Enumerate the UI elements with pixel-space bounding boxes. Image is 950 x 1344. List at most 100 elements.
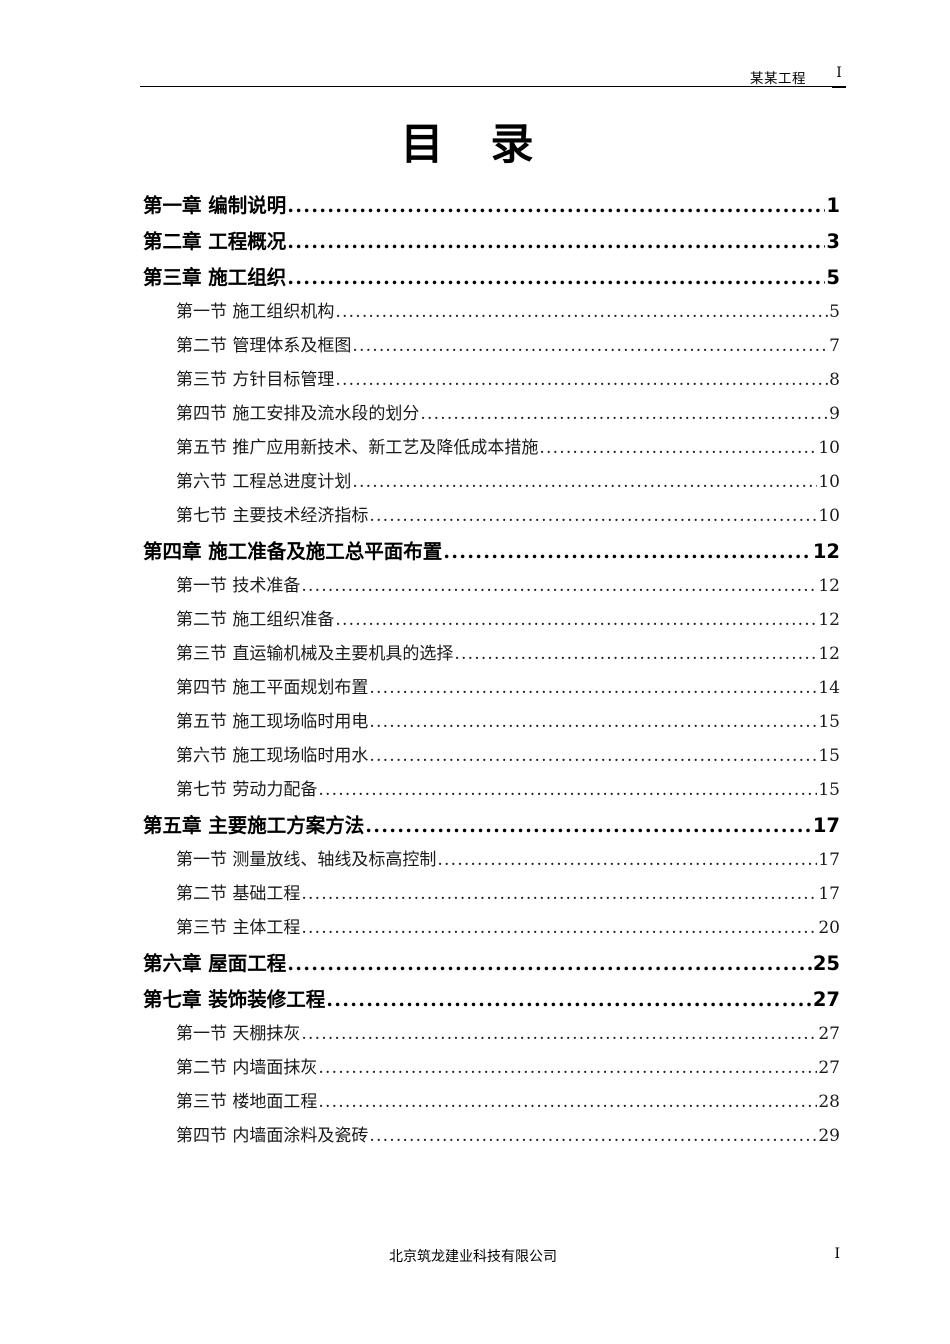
toc-dot-leader xyxy=(301,578,817,595)
toc-entry-page-number: 12 xyxy=(818,644,840,664)
toc-section-entry[interactable]: 第三节 方针目标管理 8 xyxy=(176,365,840,399)
toc-section-entry[interactable]: 第六节 工程总进度计划 10 xyxy=(176,467,840,501)
toc-chapter-entry[interactable]: 第七章 装饰装修工程 27 xyxy=(143,983,840,1019)
toc-section-entry[interactable]: 第一节 技术准备 12 xyxy=(176,571,840,605)
toc-dot-leader xyxy=(369,714,817,731)
toc-dot-leader xyxy=(352,338,828,355)
toc-entry-label: 第三节 直运输机械及主要机具的选择 xyxy=(176,644,454,664)
toc-dot-leader xyxy=(287,268,825,288)
toc-chapter-entry[interactable]: 第三章 施工组织 5 xyxy=(143,261,840,297)
header-rule xyxy=(140,86,846,87)
toc-entry-label: 第二节 管理体系及框图 xyxy=(176,336,352,356)
toc-entry-page-number: 10 xyxy=(818,472,840,492)
toc-section-entry[interactable]: 第三节 楼地面工程 28 xyxy=(176,1087,840,1121)
toc-section-entry[interactable]: 第七节 劳动力配备 15 xyxy=(176,775,840,809)
toc-chapter-entry[interactable]: 第六章 屋面工程 25 xyxy=(143,947,840,983)
toc-entry-page-number: 12 xyxy=(818,610,840,630)
toc-section-entry[interactable]: 第五节 施工现场临时用电 15 xyxy=(176,707,840,741)
toc-entry-page-number: 1 xyxy=(826,194,840,217)
toc-dot-leader xyxy=(301,920,817,937)
toc-section-entry[interactable]: 第三节 直运输机械及主要机具的选择 12 xyxy=(176,639,840,673)
toc-entry-page-number: 15 xyxy=(818,746,840,766)
toc-dot-leader xyxy=(318,1094,817,1111)
toc-dot-leader xyxy=(369,1128,817,1145)
toc-chapter-entry[interactable]: 第五章 主要施工方案方法 17 xyxy=(143,809,840,845)
toc-section-entry[interactable]: 第五节 推广应用新技术、新工艺及降低成本措施 10 xyxy=(176,433,840,467)
toc-entry-label: 第四节 施工平面规划布置 xyxy=(176,678,369,698)
toc-section-entry[interactable]: 第二节 管理体系及框图 7 xyxy=(176,331,840,365)
toc-dot-leader xyxy=(352,474,817,491)
footer-page-marker: I xyxy=(834,1246,840,1262)
toc-entry-label: 第四节 内墙面涂料及瓷砖 xyxy=(176,1126,369,1146)
toc-dot-leader xyxy=(318,782,817,799)
toc-entry-label: 第三节 楼地面工程 xyxy=(176,1092,318,1112)
toc-dot-leader xyxy=(443,542,812,562)
toc-entry-page-number: 27 xyxy=(812,988,840,1011)
table-of-contents: 第一章 编制说明 1 第二章 工程概况 3 第三章 施工组织 5 第一节 施工组织机构 5 第二… xyxy=(143,189,840,1155)
toc-entry-label: 第二节 基础工程 xyxy=(176,884,301,904)
toc-entry-page-number: 15 xyxy=(818,712,840,732)
toc-section-entry[interactable]: 第二节 施工组织准备 12 xyxy=(176,605,840,639)
toc-dot-leader xyxy=(369,508,817,525)
toc-dot-leader xyxy=(335,304,828,321)
toc-section-entry[interactable]: 第一节 测量放线、轴线及标高控制 17 xyxy=(176,845,840,879)
page-header-row: 某某工程 I xyxy=(140,62,846,88)
toc-entry-page-number: 7 xyxy=(829,336,840,356)
toc-entry-page-number: 17 xyxy=(818,884,840,904)
toc-entry-label: 第一节 天棚抹灰 xyxy=(176,1024,301,1044)
toc-section-entry[interactable]: 第四节 施工安排及流水段的划分 9 xyxy=(176,399,840,433)
toc-entry-page-number: 12 xyxy=(818,576,840,596)
toc-chapter-entry[interactable]: 第四章 施工准备及施工总平面布置 12 xyxy=(143,535,840,571)
toc-dot-leader xyxy=(301,886,817,903)
toc-dot-leader xyxy=(369,680,817,697)
toc-entry-page-number: 8 xyxy=(829,370,840,390)
toc-dot-leader xyxy=(335,612,817,629)
toc-entry-label: 第五节 施工现场临时用电 xyxy=(176,712,369,732)
toc-dot-leader xyxy=(335,372,828,389)
toc-section-entry[interactable]: 第七节 主要技术经济指标 10 xyxy=(176,501,840,535)
toc-entry-label: 第六节 工程总进度计划 xyxy=(176,472,352,492)
toc-chapter-entry[interactable]: 第二章 工程概况 3 xyxy=(143,225,840,261)
toc-entry-page-number: 10 xyxy=(818,438,840,458)
toc-section-entry[interactable]: 第二节 基础工程 17 xyxy=(176,879,840,913)
toc-dot-leader xyxy=(539,440,817,457)
toc-entry-label: 第六章 屋面工程 xyxy=(143,952,287,975)
toc-entry-label: 第二章 工程概况 xyxy=(143,230,287,253)
toc-entry-page-number: 3 xyxy=(826,230,840,253)
toc-entry-label: 第三节 方针目标管理 xyxy=(176,370,335,390)
toc-dot-leader xyxy=(420,406,828,423)
toc-entry-page-number: 25 xyxy=(812,952,840,975)
toc-entry-label: 第六节 施工现场临时用水 xyxy=(176,746,369,766)
toc-dot-leader xyxy=(287,196,825,216)
toc-entry-label: 第四节 施工安排及流水段的划分 xyxy=(176,404,420,424)
toc-dot-leader xyxy=(326,990,812,1010)
toc-entry-page-number: 15 xyxy=(818,780,840,800)
toc-dot-leader xyxy=(369,748,817,765)
page-title: 目 录 xyxy=(400,120,550,170)
toc-entry-page-number: 5 xyxy=(829,302,840,322)
toc-section-entry[interactable]: 第二节 内墙面抹灰 27 xyxy=(176,1053,840,1087)
toc-entry-page-number: 5 xyxy=(826,266,840,289)
toc-section-entry[interactable]: 第四节 内墙面涂料及瓷砖 29 xyxy=(176,1121,840,1155)
toc-chapter-entry[interactable]: 第一章 编制说明 1 xyxy=(143,189,840,225)
toc-entry-page-number: 9 xyxy=(829,404,840,424)
toc-entry-label: 第三节 主体工程 xyxy=(176,918,301,938)
toc-dot-leader xyxy=(365,816,812,836)
toc-entry-label: 第四章 施工准备及施工总平面布置 xyxy=(143,540,443,563)
toc-entry-label: 第七节 主要技术经济指标 xyxy=(176,506,369,526)
toc-entry-page-number: 17 xyxy=(812,814,840,837)
toc-entry-page-number: 20 xyxy=(818,918,840,938)
toc-section-entry[interactable]: 第四节 施工平面规划布置 14 xyxy=(176,673,840,707)
toc-entry-page-number: 27 xyxy=(818,1058,840,1078)
toc-entry-label: 第三章 施工组织 xyxy=(143,266,287,289)
toc-section-entry[interactable]: 第六节 施工现场临时用水 15 xyxy=(176,741,840,775)
toc-section-entry[interactable]: 第三节 主体工程 20 xyxy=(176,913,840,947)
toc-section-entry[interactable]: 第一节 施工组织机构 5 xyxy=(176,297,840,331)
toc-section-entry[interactable]: 第一节 天棚抹灰 27 xyxy=(176,1019,840,1053)
toc-entry-label: 第七节 劳动力配备 xyxy=(176,780,318,800)
toc-entry-label: 第五章 主要施工方案方法 xyxy=(143,814,365,837)
toc-entry-label: 第一节 施工组织机构 xyxy=(176,302,335,322)
toc-entry-label: 第一节 测量放线、轴线及标高控制 xyxy=(176,850,437,870)
toc-entry-label: 第一章 编制说明 xyxy=(143,194,287,217)
